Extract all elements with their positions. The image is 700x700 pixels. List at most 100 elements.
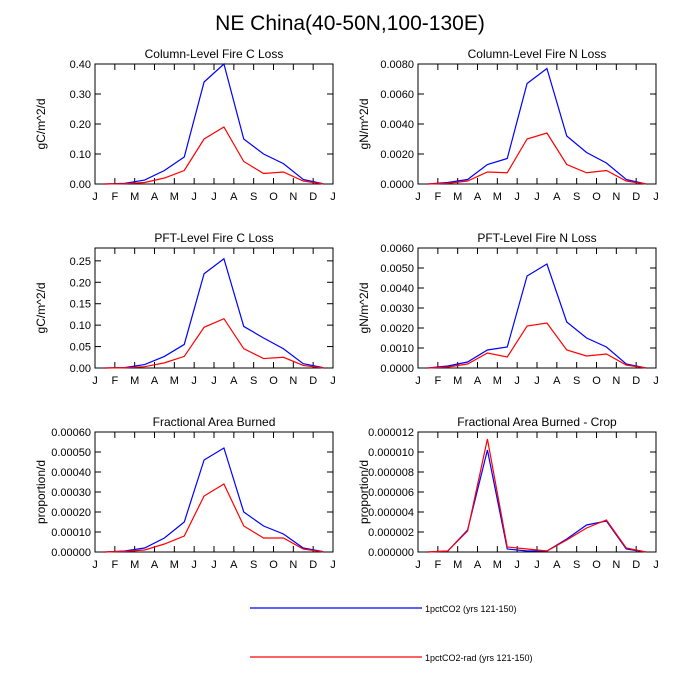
- panel-title: PFT-Level Fire N Loss: [477, 231, 596, 245]
- x-tick-label: M: [130, 559, 139, 571]
- x-tick-label: J: [92, 191, 98, 203]
- y-tick-label: 0.00000: [51, 547, 91, 559]
- plot-frame: [417, 431, 657, 553]
- x-tick-label: J: [415, 191, 421, 203]
- x-tick-label: D: [309, 191, 317, 203]
- x-tick-label: J: [415, 375, 421, 387]
- x-tick-label: N: [612, 559, 620, 571]
- x-tick-label: S: [250, 559, 257, 571]
- x-tick-label: A: [474, 559, 482, 571]
- x-tick-label: M: [170, 559, 179, 571]
- x-tick-label: S: [573, 191, 580, 203]
- x-tick-label: M: [493, 375, 502, 387]
- y-tick-label: 0.10: [70, 320, 91, 332]
- x-tick-label: A: [230, 375, 238, 387]
- panel-title: Column-Level Fire N Loss: [468, 47, 607, 61]
- y-axis-label: gN/m^2/d: [357, 283, 371, 334]
- y-tick-label: 0.000010: [368, 447, 414, 459]
- x-tick-label: A: [553, 375, 561, 387]
- x-tick-label: S: [573, 375, 580, 387]
- y-tick-label: 0.000000: [368, 547, 414, 559]
- x-tick-label: M: [453, 375, 462, 387]
- y-tick-label: 0.000004: [368, 507, 414, 519]
- y-tick-label: 0.30: [70, 89, 91, 101]
- y-tick-label: 0.0000: [380, 363, 414, 375]
- y-tick-label: 0.0080: [380, 59, 414, 71]
- y-tick-label: 0.20: [70, 277, 91, 289]
- x-tick-label: J: [534, 375, 540, 387]
- plot-frame: [94, 63, 334, 185]
- x-tick-label: J: [330, 559, 336, 571]
- x-tick-label: J: [653, 375, 659, 387]
- series-line-1: [104, 257, 324, 369]
- series-line-2: [104, 317, 324, 369]
- panel-title: Fractional Area Burned - Crop: [457, 415, 617, 429]
- y-tick-label: 0.00040: [51, 467, 91, 479]
- y-tick-label: 0.20: [70, 119, 91, 131]
- x-tick-label: M: [170, 191, 179, 203]
- x-tick-label: J: [330, 191, 336, 203]
- x-tick-label: A: [553, 559, 561, 571]
- x-tick-label: M: [130, 375, 139, 387]
- x-tick-label: J: [191, 375, 197, 387]
- y-tick-label: 0.0020: [380, 149, 414, 161]
- y-tick-label: 0.0060: [380, 243, 414, 255]
- x-tick-label: A: [151, 375, 159, 387]
- x-tick-label: A: [151, 559, 159, 571]
- x-tick-label: O: [592, 191, 601, 203]
- chart-panel-5: Fractional Area Burned proportion/d 0.0000…: [34, 415, 336, 571]
- panel-title: PFT-Level Fire C Loss: [154, 231, 273, 245]
- y-tick-label: 0.00010: [51, 527, 91, 539]
- x-tick-label: J: [92, 559, 98, 571]
- y-tick-label: 0.00050: [51, 447, 91, 459]
- y-axis-label: gC/m^2/d: [34, 283, 48, 334]
- y-tick-label: 0.000008: [368, 467, 414, 479]
- x-tick-label: M: [453, 559, 462, 571]
- y-axis-label: gC/m^2/d: [34, 99, 48, 150]
- x-tick-label: N: [289, 191, 297, 203]
- x-tick-label: F: [434, 559, 441, 571]
- chart-panel-6: Fractional Area Burned - Crop proportion/…: [357, 415, 659, 571]
- x-tick-label: D: [632, 559, 640, 571]
- legend: 1pctCO2 (yrs 121-150) 1pctCO2-rad (yrs 12…: [250, 604, 533, 663]
- y-tick-label: 0.0000: [380, 179, 414, 191]
- chart-panel-3: PFT-Level Fire C Loss gC/m^2/d 0.00 0.05 0.1…: [34, 231, 336, 387]
- chart-panel-4: PFT-Level Fire N Loss gN/m^2/d 0.0000 0.001…: [357, 231, 659, 387]
- figure-title: NE China(40-50N,100-130E): [215, 12, 485, 35]
- y-tick-label: 0.00: [70, 363, 91, 375]
- x-tick-label: J: [653, 191, 659, 203]
- x-tick-label: M: [453, 191, 462, 203]
- series-line-2: [427, 132, 647, 185]
- x-tick-label: O: [592, 375, 601, 387]
- x-tick-label: S: [250, 375, 257, 387]
- x-tick-label: M: [493, 559, 502, 571]
- series-line-1: [104, 447, 324, 553]
- chart-panel-1: Column-Level Fire C Loss gC/m^2/d 0.00 0.10…: [34, 47, 336, 203]
- y-tick-label: 0.00060: [51, 427, 91, 439]
- y-tick-label: 0.00020: [51, 507, 91, 519]
- y-tick-label: 0.000002: [368, 527, 414, 539]
- y-tick-label: 0.0020: [380, 323, 414, 335]
- y-tick-label: 0.0040: [380, 119, 414, 131]
- series-line-1: [104, 62, 324, 185]
- x-tick-label: J: [514, 559, 520, 571]
- y-tick-label: 0.0060: [380, 89, 414, 101]
- x-tick-label: A: [230, 191, 238, 203]
- x-tick-label: J: [211, 375, 217, 387]
- x-tick-label: D: [309, 375, 317, 387]
- x-tick-label: N: [289, 559, 297, 571]
- x-tick-label: N: [612, 375, 620, 387]
- x-tick-label: S: [250, 191, 257, 203]
- y-tick-label: 0.000006: [368, 487, 414, 499]
- x-tick-label: A: [230, 559, 238, 571]
- y-tick-label: 0.0040: [380, 283, 414, 295]
- y-tick-label: 0.10: [70, 149, 91, 161]
- x-tick-label: O: [269, 559, 278, 571]
- x-tick-label: D: [632, 191, 640, 203]
- y-tick-label: 0.0050: [380, 263, 414, 275]
- x-tick-label: J: [330, 375, 336, 387]
- x-tick-label: J: [92, 375, 98, 387]
- x-tick-label: J: [191, 191, 197, 203]
